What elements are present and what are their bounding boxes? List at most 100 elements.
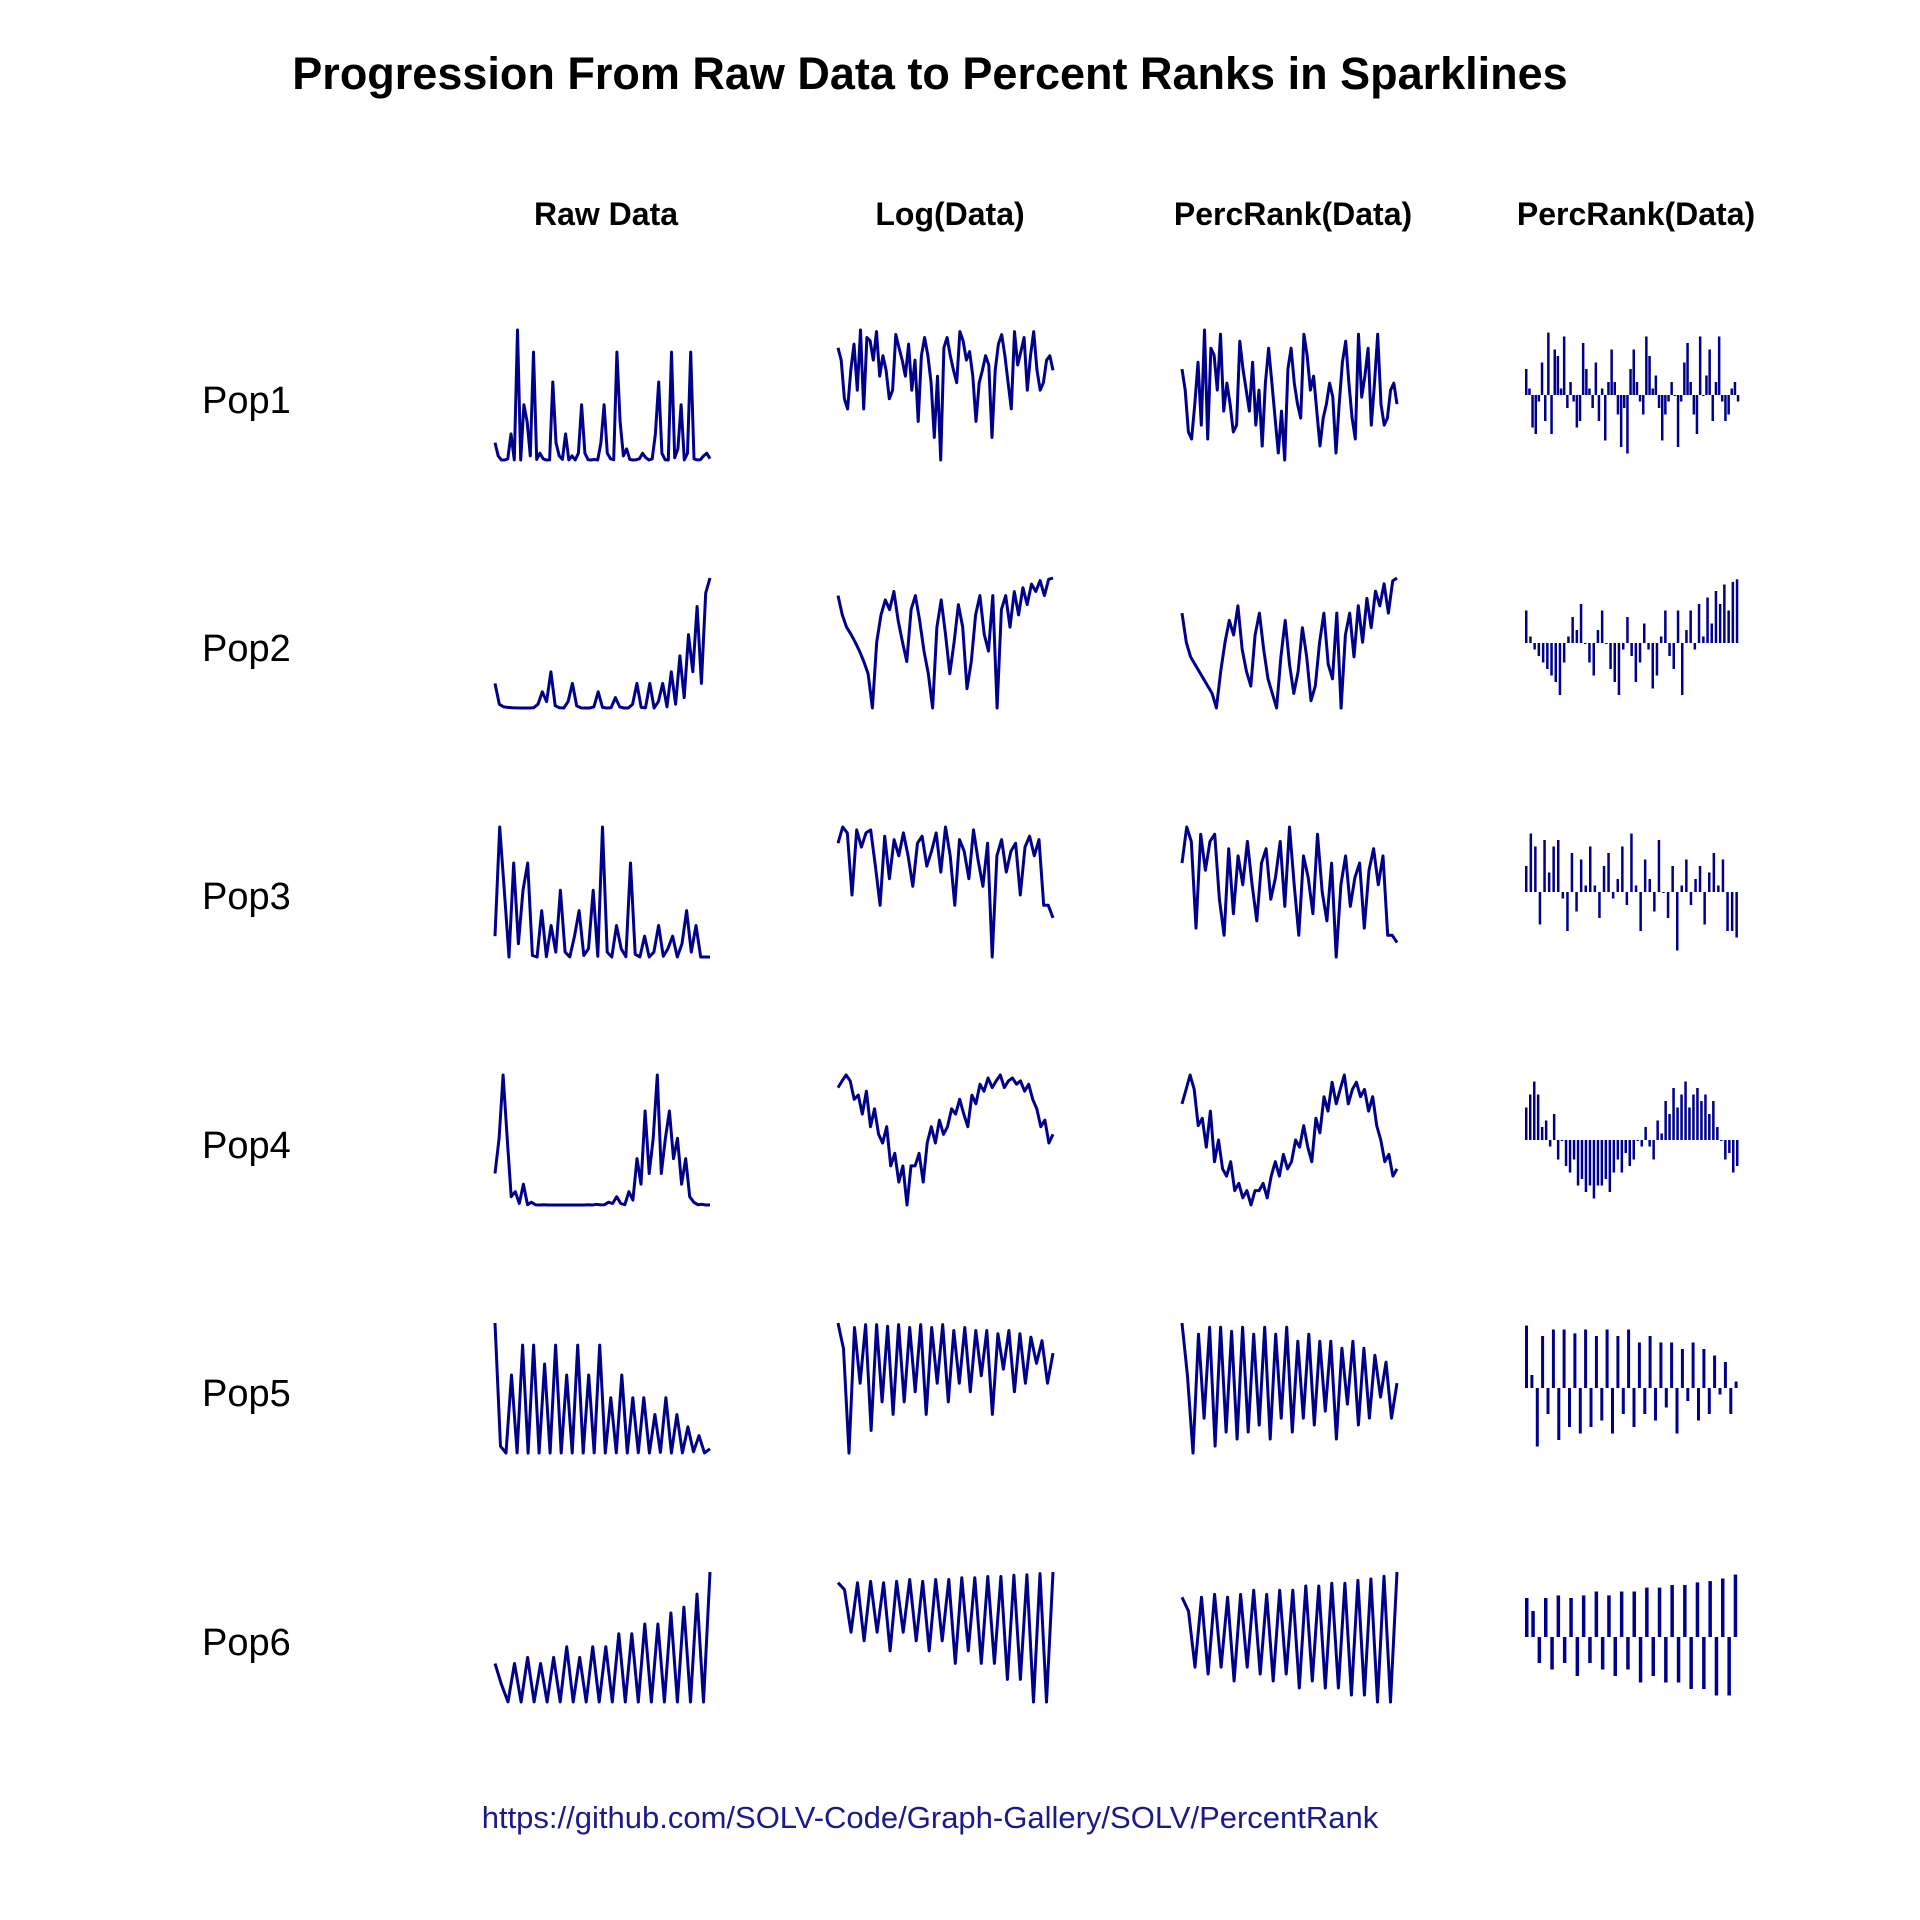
- pop4-percrank-bar: [1664, 1101, 1667, 1140]
- pop3-percrank-bar: [1657, 840, 1661, 892]
- pop1-percrank-bar: [1525, 369, 1528, 395]
- pop3-percrank-bar: [1589, 846, 1592, 892]
- pop3-percrank-bar: [1607, 853, 1610, 892]
- pop4-percrank-bar: [1596, 1140, 1600, 1186]
- pop1-percrank-bar: [1572, 395, 1575, 402]
- pop1-percrank-bar: [1714, 382, 1718, 395]
- pop1-percrank-bar: [1544, 395, 1547, 421]
- pop5-percrank-bar: [1621, 1388, 1625, 1414]
- pop1-percrank-bar: [1727, 395, 1730, 415]
- pop5-percrank-bar: [1535, 1388, 1539, 1447]
- pop1-percrank-bar: [1559, 388, 1563, 395]
- pop5-percrank-bar: [1632, 1388, 1636, 1427]
- pop4-percrank-bar: [1572, 1140, 1576, 1160]
- pop3-percrank-bar: [1566, 892, 1569, 931]
- pop4-percrank-bar: [1636, 1140, 1639, 1141]
- pop3-percrank-bar: [1634, 885, 1638, 892]
- pop1-percrank-bar: [1717, 336, 1721, 395]
- pop2-percrank-bar: [1685, 630, 1688, 643]
- pop3-percrank-bar: [1538, 892, 1542, 925]
- pop2-percrank-bar: [1550, 643, 1553, 676]
- pop5-percrank-bar: [1611, 1388, 1614, 1434]
- pop1-percrank-bar: [1645, 336, 1648, 395]
- pop3-percrank-bar: [1561, 892, 1565, 899]
- pop1-percrank-bar: [1711, 395, 1714, 421]
- pop1-percrank-bar: [1651, 388, 1654, 395]
- pop5-percrank-bar: [1562, 1329, 1566, 1388]
- pop1-percrank-bar: [1736, 395, 1740, 402]
- pop6-log-line: [836, 1571, 1055, 1704]
- pop3-raw-line: [493, 825, 710, 959]
- pop2-percrank-bar: [1723, 584, 1726, 643]
- row-label-pop2: Pop2: [202, 628, 291, 670]
- pop1-percrank-bar: [1679, 395, 1683, 402]
- pop5-percrank-bar: [1707, 1388, 1711, 1414]
- row-label-pop3: Pop3: [202, 876, 291, 918]
- pop3-percrank-bar: [1698, 866, 1702, 892]
- pop3-percrank-bar: [1685, 859, 1688, 892]
- pop2-percrank-bar: [1609, 643, 1612, 669]
- pop1-percrank-bar: [1585, 369, 1588, 395]
- pop5-percrank-bar: [1594, 1336, 1598, 1388]
- pop2-percrank-bar: [1630, 643, 1633, 656]
- pop6-percrank-bar: [1670, 1585, 1674, 1637]
- pop5-percrank-bar: [1551, 1329, 1555, 1388]
- pop3-percrank-bar: [1598, 892, 1601, 918]
- pop5-percrank-bar: [1573, 1333, 1577, 1388]
- pop5-raw-line: [493, 1322, 711, 1455]
- pop4-percrank-bar: [1716, 1127, 1719, 1140]
- pop2-percrank-bar: [1529, 636, 1532, 643]
- pop2-percrank-bar: [1600, 610, 1604, 643]
- pop6-percrank-bar: [1569, 1598, 1573, 1637]
- pop2-percrank-bar: [1588, 643, 1591, 663]
- pop4-percrank-bar: [1529, 1094, 1532, 1140]
- pop4-percrank-bar: [1608, 1140, 1612, 1192]
- pop1-percrank-bar: [1705, 375, 1708, 395]
- pop3-percrank-bar: [1621, 846, 1624, 892]
- pop6-percrank-bar: [1708, 1581, 1712, 1637]
- pop2-percrank-bar: [1664, 610, 1667, 643]
- pop5-percrank-bar: [1729, 1388, 1733, 1414]
- pop6-percrank-bar: [1581, 1595, 1586, 1637]
- pop2-percrank-bar: [1575, 630, 1579, 643]
- pop4-percrank-bar: [1708, 1114, 1711, 1140]
- pop2-percrank-bar: [1697, 604, 1701, 643]
- pop2-percrank-bar: [1617, 643, 1621, 695]
- pop1-percrank-bar: [1721, 395, 1724, 402]
- pop3-percrank-bar: [1552, 846, 1555, 892]
- pop2-percrank-bar: [1693, 643, 1697, 650]
- pop3-percrank-bar: [1662, 892, 1665, 893]
- pop2-percrank-bar: [1647, 643, 1650, 650]
- pop5-percrank-line: [1180, 1322, 1399, 1455]
- pop6-percrank-bar: [1562, 1637, 1567, 1663]
- pop1-log-line: [836, 328, 1055, 462]
- pop4-percrank-line: [1180, 1073, 1399, 1207]
- pop1-percrank-bar: [1619, 395, 1623, 447]
- pop2-percrank-bar: [1643, 623, 1646, 643]
- pop1-percrank-bar: [1689, 382, 1692, 395]
- pop1-percrank-bar: [1534, 395, 1537, 434]
- pop2-percrank-line: [1180, 576, 1398, 710]
- pop2-percrank-bar: [1584, 643, 1587, 644]
- pop4-percrank-bar: [1540, 1127, 1544, 1140]
- pop2-percrank-bar: [1681, 643, 1684, 695]
- pop4-percrank-bar: [1533, 1081, 1536, 1140]
- pop3-percrank-bar: [1575, 892, 1578, 912]
- pop5-percrank-bar: [1616, 1336, 1620, 1388]
- pop5-percrank-bar: [1664, 1388, 1668, 1408]
- pop3-percrank-bar: [1666, 892, 1670, 918]
- pop3-percrank-bar: [1648, 879, 1651, 892]
- pop5-percrank-bar: [1605, 1329, 1609, 1388]
- pop1-percrank-bar: [1528, 388, 1531, 395]
- pop3-percrank-bar: [1676, 892, 1679, 951]
- pop2-percrank-bar: [1579, 604, 1583, 643]
- pop6-percrank-bar: [1531, 1611, 1535, 1637]
- pop6-percrank-bar: [1607, 1595, 1611, 1637]
- pop6-percrank-bar: [1676, 1637, 1681, 1683]
- pop3-percrank-bar: [1625, 892, 1629, 905]
- pop3-percrank-bar: [1547, 872, 1551, 892]
- pop4-percrank-bar: [1604, 1140, 1608, 1179]
- pop4-percrank-bar: [1712, 1101, 1715, 1140]
- pop1-percrank-bar: [1604, 395, 1607, 441]
